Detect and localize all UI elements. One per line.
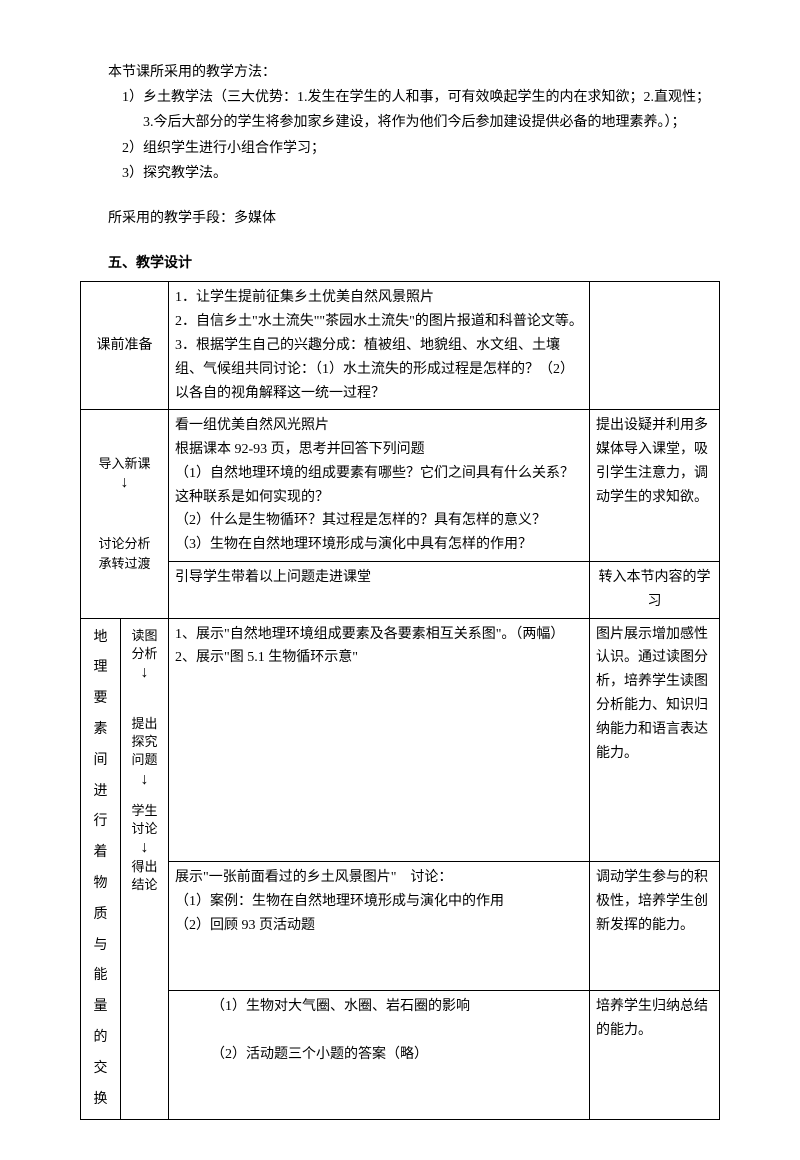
flow-label: 得出结论 [131,858,157,894]
geo-note-1: 图片展示增加感性认识。通过读图分析，培养学生读图分析能力、知识归纳能力和语言表达… [590,618,720,862]
intro-content: 看一组优美自然风光照片 根据课本 92-93 页，思考并回答下列问题 （1）自然… [169,410,590,562]
table-row: （1）生物对大气圈、水圈、岩石圈的影响 （2）活动题三个小题的答案（略） 培养学… [81,991,720,1120]
method-item-1: 1）乡土教学法（三大优势：1.发生在学生的人和事，可有效唤起学生的内在求知欲；2… [108,85,720,135]
arrow-down-icon: ↓ [121,475,129,491]
prep-note [590,282,720,410]
table-row: 引导学生带着以上问题走进课堂 转入本节内容的学习 [81,562,720,619]
table-row: 课前准备 1．让学生提前征集乡土优美自然风景照片 2．自信乡土"水土流失""茶园… [81,282,720,410]
flow-label: 读图分析 [131,627,157,663]
flow-label: 导入新课 [98,455,150,473]
teaching-design-table: 课前准备 1．让学生提前征集乡土优美自然风景照片 2．自信乡土"水土流失""茶园… [80,281,720,1120]
geo-note-3: 培养学生归纳总结的能力。 [590,991,720,1120]
transition-note: 转入本节内容的学习 [590,562,720,619]
prep-content: 1．让学生提前征集乡土优美自然风景照片 2．自信乡土"水土流失""茶园水土流失"… [169,282,590,410]
teaching-tools: 所采用的教学手段：多媒体 [80,206,720,231]
flow-label: 承转过渡 [98,555,150,573]
teaching-methods-section: 本节课所采用的教学方法： 1）乡土教学法（三大优势：1.发生在学生的人和事，可有… [80,60,720,186]
arrow-down-icon: ↓ [141,772,149,788]
section-five-title: 五、教学设计 [80,251,720,276]
geo-content-2: 展示"一张前面看过的乡土风景图片" 讨论： （1）案例：生物在自然地理环境形成与… [169,862,590,991]
arrow-down-icon: ↓ [141,665,149,681]
geo-content-1: 1、展示"自然地理环境组成要素及各要素相互关系图"。（两幅） 2、展示"图 5.… [169,618,590,862]
geo-flow-cell: 读图分析 ↓ 提出探究问题 ↓ 学生讨论 ↓ 得出结论 [121,618,169,1120]
geo-content-3: （1）生物对大气圈、水圈、岩石圈的影响 （2）活动题三个小题的答案（略） [169,991,590,1120]
geo-main-label: 地理要素间进行着物质与能量的交换 [81,618,121,1120]
table-row: 地理要素间进行着物质与能量的交换 读图分析 ↓ 提出探究问题 ↓ 学生讨论 ↓ … [81,618,720,862]
geo-note-2: 调动学生参与的积极性，培养学生创新发挥的能力。 [590,862,720,991]
prep-label: 课前准备 [81,282,169,410]
intro-flow-cell: 导入新课 ↓ 讨论分析 承转过渡 [81,410,169,618]
arrow-down-icon: ↓ [141,840,149,856]
flow-label: 提出探究问题 [131,715,157,770]
flow-label: 学生讨论 [131,802,157,838]
methods-heading: 本节课所采用的教学方法： [80,60,720,85]
method-item-3: 3）探究教学法。 [108,161,720,186]
flow-label: 讨论分析 [98,535,150,553]
method-item-2: 2）组织学生进行小组合作学习； [108,136,720,161]
intro-note: 提出设疑并利用多媒体导入课堂，吸引学生注意力，调动学生的求知欲。 [590,410,720,562]
table-row: 展示"一张前面看过的乡土风景图片" 讨论： （1）案例：生物在自然地理环境形成与… [81,862,720,991]
transition-content: 引导学生带着以上问题走进课堂 [169,562,590,619]
table-row: 导入新课 ↓ 讨论分析 承转过渡 看一组优美自然风光照片 根据课本 92-93 … [81,410,720,562]
